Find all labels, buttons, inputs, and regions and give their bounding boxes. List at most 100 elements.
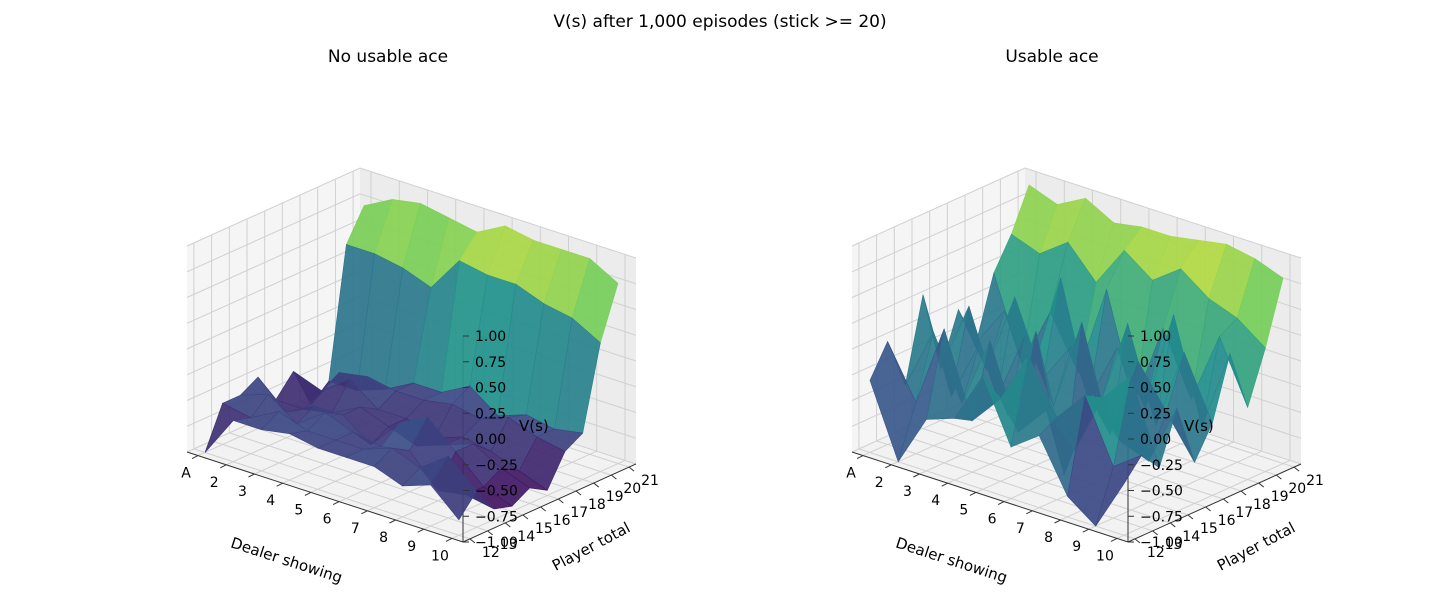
x-axis-label: Dealer showing (893, 534, 1009, 587)
y-tick-mark (522, 514, 529, 520)
y-tick-mark (487, 530, 493, 536)
x-tick-mark (969, 491, 977, 496)
x-tick-mark (856, 455, 864, 460)
value-surface (869, 184, 1284, 527)
x-tick-label: 7 (1016, 521, 1025, 537)
y-tick-mark (1205, 506, 1211, 512)
y-tick-label: 16 (553, 513, 571, 529)
y-tick-label: 21 (1306, 473, 1324, 489)
y-tick-label: 18 (1253, 497, 1271, 513)
z-tick-label: 0.75 (1140, 355, 1171, 371)
x-tick-label: 8 (379, 530, 388, 546)
y-tick-mark (1169, 522, 1176, 528)
x-axis-line (851, 451, 1129, 543)
y-tick-label: 12 (1147, 545, 1165, 561)
z-tick-label: −0.75 (475, 509, 518, 525)
y-tick-mark (1276, 474, 1282, 480)
z-tick-label: 0.75 (475, 355, 506, 371)
z-tick-label: −1.00 (1140, 535, 1183, 551)
y-tick-mark (593, 482, 600, 488)
z-axis-label: V(s) (519, 417, 549, 435)
y-tick-label: 15 (535, 521, 553, 537)
x-axis-label: Dealer showing (228, 534, 344, 587)
y-axis-line (1127, 463, 1302, 543)
y-tick-label: 20 (1288, 481, 1306, 497)
x-tick-mark (332, 501, 340, 506)
x-tick-label: 5 (294, 502, 303, 518)
z-tick-label: −1.00 (475, 535, 518, 551)
x-tick-label: 3 (903, 484, 912, 500)
x-tick-mark (276, 482, 283, 487)
x-tick-label: A (181, 466, 191, 482)
subplot-title: No usable ace (328, 47, 448, 67)
x-tick-mark (1082, 528, 1089, 533)
z-tick-label: 0.50 (475, 381, 506, 397)
z-tick-label: −0.25 (475, 458, 518, 474)
subplot-title: Usable ace (1005, 47, 1098, 67)
x-tick-label: 6 (988, 512, 997, 528)
x-tick-label: 4 (931, 493, 940, 509)
gridline-z (186, 167, 637, 259)
x-tick-mark (304, 491, 312, 496)
x-tick-label: A (846, 466, 856, 482)
z-tick-label: 0.00 (1140, 432, 1171, 448)
x-tick-label: 5 (959, 502, 968, 518)
y-tick-label: 12 (482, 545, 500, 561)
x-tick-mark (885, 464, 892, 469)
x-tick-label: 4 (266, 493, 275, 509)
y-tick-label: 17 (570, 505, 588, 521)
x-tick-label: 3 (238, 484, 247, 500)
x-tick-mark (941, 482, 948, 487)
y-tick-mark (540, 506, 546, 512)
y-tick-label: 15 (1200, 521, 1218, 537)
y-tick-label: 20 (623, 481, 641, 497)
y-tick-mark (611, 474, 617, 480)
y-axis-line (462, 463, 637, 543)
y-tick-label: 19 (606, 489, 624, 505)
z-tick-label: −0.25 (1140, 458, 1183, 474)
x-tick-mark (997, 501, 1005, 506)
plot-usable-ace: Usable ace A 2 3 4 5 6 7 8 9 10 12 13 14 15 16 17 18 19 20… (846, 47, 1324, 587)
x-tick-mark (445, 537, 453, 542)
x-tick-label: 9 (407, 539, 416, 555)
y-tick-label: 21 (641, 473, 659, 489)
y-tick-mark (1152, 530, 1158, 536)
x-tick-label: 10 (431, 548, 449, 564)
x-tick-label: 7 (351, 521, 360, 537)
x-tick-label: 10 (1096, 548, 1114, 564)
surface-patch (430, 455, 477, 521)
x-tick-label: 9 (1072, 539, 1081, 555)
z-tick-label: −0.75 (1140, 509, 1183, 525)
y-tick-mark (628, 466, 635, 472)
z-tick-label: 0.00 (475, 432, 506, 448)
x-tick-label: 6 (323, 512, 332, 528)
gridline-z (851, 167, 1302, 259)
y-tick-mark (1187, 514, 1194, 520)
y-tick-label: 19 (1271, 489, 1289, 505)
value-surface (204, 198, 619, 521)
y-tick-label: 14 (517, 529, 535, 545)
z-axis-label: V(s) (1184, 417, 1214, 435)
y-tick-mark (1134, 538, 1141, 544)
x-tick-mark (248, 473, 255, 478)
x-tick-mark (389, 519, 396, 524)
y-tick-mark (575, 490, 582, 496)
z-tick-label: 0.25 (475, 406, 506, 422)
x-tick-mark (191, 455, 199, 460)
surface-patch (1095, 454, 1143, 527)
x-tick-mark (361, 510, 368, 515)
y-tick-label: 16 (1218, 513, 1236, 529)
z-tick-label: 0.25 (1140, 406, 1171, 422)
y-tick-mark (1240, 490, 1247, 496)
x-tick-mark (913, 473, 920, 478)
x-tick-mark (1054, 519, 1061, 524)
z-tick-label: 1.00 (1140, 329, 1171, 345)
y-tick-mark (469, 538, 476, 544)
y-tick-label: 18 (588, 497, 606, 513)
z-tick-label: 0.50 (1140, 381, 1171, 397)
y-tick-label: 13 (500, 537, 518, 553)
x-axis-line (186, 451, 464, 543)
